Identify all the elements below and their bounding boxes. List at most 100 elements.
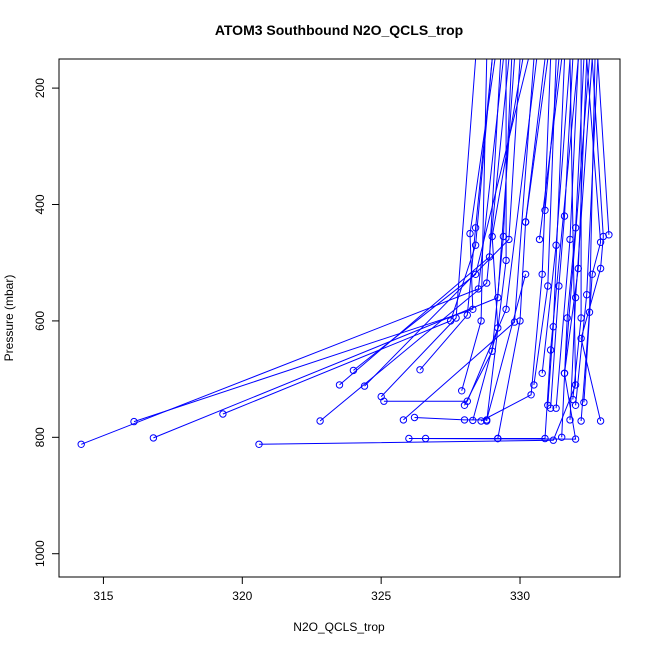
y-tick-label: 800 [33, 427, 47, 447]
data-point [596, 238, 605, 247]
data-point [460, 401, 469, 409]
data-point [410, 413, 419, 422]
data-point [219, 410, 227, 418]
data-point [521, 218, 530, 226]
data-point [149, 434, 158, 442]
profile-line [580, 59, 604, 422]
x-axis-label: N2O_QCLS_trop [293, 620, 385, 634]
data-point [541, 434, 549, 443]
profile-line [575, 59, 599, 406]
data-point [588, 270, 596, 278]
profile-line [81, 59, 504, 445]
data-point [596, 417, 605, 425]
profile-line [403, 59, 535, 421]
profile-line [572, 59, 582, 400]
data-point [469, 416, 477, 425]
data-point [466, 229, 474, 238]
x-tick-label: 330 [510, 589, 530, 603]
data-point [605, 231, 613, 239]
data-point [571, 401, 580, 409]
profile-line [544, 59, 560, 211]
data-point [516, 317, 524, 325]
data-point [77, 440, 85, 448]
data-point [458, 387, 466, 395]
data-point [577, 417, 585, 425]
data-point [255, 440, 263, 448]
data-point [471, 224, 480, 232]
data-point [494, 434, 502, 443]
data-point [399, 416, 408, 424]
data-point [596, 264, 605, 273]
profile-line [547, 59, 565, 406]
data-point [488, 232, 496, 241]
profile-line [583, 59, 602, 403]
data-point [530, 381, 538, 389]
y-tick-label: 600 [33, 311, 47, 331]
profile-line [222, 59, 493, 415]
data-point [563, 314, 571, 322]
profile-line [472, 59, 524, 421]
profile-line [564, 59, 588, 374]
data-point [544, 282, 552, 290]
profile-line [425, 59, 579, 439]
data-point [130, 417, 138, 426]
profile-line [569, 59, 593, 420]
data-point [485, 253, 494, 261]
profile-line [555, 59, 579, 409]
profile-line [383, 59, 538, 402]
data-point [571, 224, 580, 232]
profile-line [497, 59, 546, 439]
data-point [577, 334, 585, 343]
data-point [502, 305, 510, 313]
profile-line [461, 59, 488, 391]
data-point [541, 206, 549, 215]
data-point [546, 404, 555, 412]
data-point [463, 311, 471, 319]
profile-line [561, 59, 585, 438]
chart-title: ATOM3 Southbound N2O_QCLS_trop [215, 22, 463, 38]
data-point [335, 381, 344, 389]
data-point [552, 404, 560, 412]
data-point [558, 433, 566, 441]
data-point [380, 397, 388, 405]
y-tick-label: 1000 [33, 540, 47, 567]
data-point [571, 293, 580, 302]
profile-line [153, 59, 515, 439]
profile-line [550, 59, 574, 409]
y-tick-label: 400 [33, 194, 47, 214]
data-point [571, 381, 580, 389]
profile-line [525, 59, 549, 223]
data-point [483, 417, 491, 425]
profile-line [258, 59, 577, 445]
plot-frame [58, 58, 621, 578]
data-point [471, 241, 480, 249]
profile-line [486, 59, 507, 422]
data-point [316, 417, 324, 425]
profile-line [133, 59, 496, 423]
profile-line [533, 59, 557, 385]
data-point [560, 369, 569, 377]
data-point [416, 366, 424, 374]
profile-line [353, 59, 529, 371]
data-point [477, 317, 485, 325]
plot-area [77, 59, 613, 448]
data-point [566, 416, 574, 424]
x-tick-label: 315 [93, 589, 113, 603]
data-point [538, 270, 546, 278]
data-point [483, 279, 491, 287]
data-point [349, 366, 358, 375]
data-point [460, 416, 469, 424]
data-point [527, 391, 535, 399]
x-tick-label: 320 [232, 589, 252, 603]
data-point [452, 314, 460, 322]
data-point [549, 436, 557, 444]
y-tick-label: 200 [33, 78, 47, 98]
profile-line [541, 59, 571, 374]
profile-line [319, 59, 510, 422]
y-axis-label: Pressure (mbar) [2, 275, 16, 362]
data-point [566, 235, 574, 244]
data-point [502, 256, 510, 265]
data-point [571, 435, 580, 443]
x-tick-label: 325 [371, 589, 391, 603]
